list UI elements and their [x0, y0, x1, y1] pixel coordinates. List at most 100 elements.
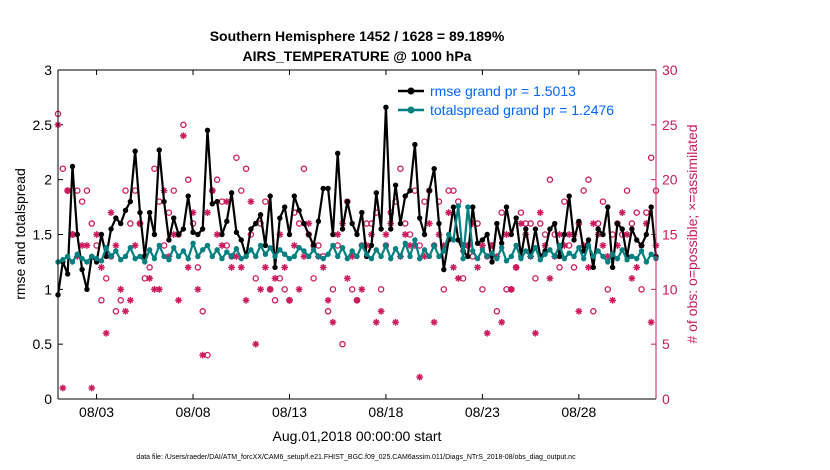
obs-assimilated-point	[430, 318, 438, 326]
rmse-point	[566, 193, 572, 199]
obs-possible-point	[281, 286, 288, 293]
obs-assimilated-stroke	[416, 374, 423, 380]
chart-title-line-2: AIRS_TEMPERATURE @ 1000 hPa	[243, 48, 472, 64]
totalspread-point	[142, 259, 148, 265]
totalspread-point	[301, 248, 307, 254]
totalspread-point	[619, 247, 625, 253]
obs-assimilated-point	[204, 209, 211, 216]
totalspread-point	[363, 251, 370, 257]
y-tick-label: 1	[44, 281, 52, 297]
totalspread-point	[648, 251, 654, 257]
obs-assimilated-stroke	[354, 297, 360, 304]
totalspread-point	[547, 247, 553, 253]
obs-possible-point	[252, 275, 259, 282]
rmse-point	[600, 231, 606, 238]
rmse-point	[571, 237, 577, 243]
obs-possible-point	[348, 286, 356, 293]
totalspread-point	[629, 253, 635, 260]
obs-assimilated-point	[194, 285, 202, 293]
totalspread-point	[445, 231, 452, 238]
rmse-point	[98, 231, 105, 238]
obs-assimilated-point	[599, 242, 607, 249]
obs-assimilated-stroke	[93, 231, 100, 238]
totalspread-point	[267, 244, 273, 251]
rmse-point	[180, 226, 187, 232]
obs-assimilated-stroke	[170, 231, 177, 238]
totalspread-point	[74, 251, 80, 257]
totalspread-point	[306, 253, 312, 260]
legend: rmse grand pr = 1.5013 totalspread grand…	[396, 80, 654, 122]
obs-assimilated-stroke	[358, 286, 365, 293]
y2-tick-label: 25	[662, 117, 678, 133]
obs-assimilated-point	[131, 242, 139, 249]
obs-assimilated-stroke	[122, 308, 129, 315]
obs-assimilated-stroke	[474, 264, 481, 271]
obs-assimilated-point	[633, 264, 641, 271]
obs-assimilated-stroke	[537, 209, 544, 216]
obs-possible-point	[233, 154, 240, 161]
totalspread-point	[561, 255, 568, 262]
rmse-point	[161, 198, 167, 205]
obs-assimilated-stroke	[98, 264, 105, 271]
obs-assimilated-stroke	[214, 231, 221, 238]
rmse-point	[605, 204, 611, 210]
totalspread-point	[527, 253, 534, 260]
obs-assimilated-point	[401, 231, 409, 238]
obs-assimilated-stroke	[575, 308, 582, 315]
obs-assimilated-stroke	[383, 231, 389, 238]
totalspread-point	[523, 248, 529, 254]
totalspread-point	[441, 248, 447, 254]
obs-possible-point	[170, 187, 177, 194]
obs-possible-point	[180, 121, 187, 129]
totalspread-point	[315, 253, 322, 260]
obs-assimilated-point	[474, 264, 481, 271]
totalspread-point	[474, 255, 481, 262]
rmse-point	[238, 237, 244, 243]
rmse-point	[383, 104, 389, 110]
obs-assimilated-point	[536, 209, 544, 216]
obs-assimilated-point	[179, 132, 187, 140]
obs-assimilated-stroke	[513, 264, 520, 271]
rmse-point	[634, 237, 640, 243]
obs-assimilated-stroke	[532, 330, 539, 337]
totalspread-point	[103, 244, 109, 251]
obs-assimilated-point	[512, 264, 520, 271]
obs-assimilated-point	[257, 285, 264, 293]
totalspread-point	[272, 253, 278, 260]
obs-assimilated-stroke	[445, 209, 452, 216]
totalspread-point	[412, 237, 418, 243]
obs-assimilated-stroke	[117, 286, 124, 293]
obs-assimilated-stroke	[633, 264, 640, 271]
rmse-point	[595, 226, 601, 232]
obs-assimilated-point	[146, 274, 154, 282]
rmse-point	[392, 182, 399, 188]
totalspread-point	[503, 258, 510, 264]
rmse-point	[431, 166, 437, 172]
obs-assimilated-stroke	[566, 231, 573, 238]
rmse-point	[402, 193, 408, 199]
obs-assimilated-stroke	[88, 385, 95, 391]
totalspread-point	[552, 253, 558, 260]
obs-assimilated-point	[290, 242, 298, 249]
obs-possible-point	[262, 198, 269, 205]
totalspread-point	[310, 247, 317, 253]
obs-assimilated-point	[647, 318, 655, 326]
totalspread-point	[281, 251, 288, 257]
rmse-point	[407, 187, 413, 194]
obs-possible-point	[83, 187, 91, 194]
x-tick-label: 08/08	[176, 404, 211, 420]
obs-assimilated-point	[498, 318, 506, 326]
obs-possible-point	[88, 220, 96, 227]
obs-possible-point	[556, 264, 563, 271]
rmse-point	[281, 204, 288, 210]
y2-tick-label: 0	[662, 391, 670, 407]
rmse-point	[306, 231, 312, 238]
totalspread-point	[566, 250, 572, 256]
rmse-point	[320, 185, 326, 192]
obs-possible-point	[450, 187, 457, 194]
obs-assimilated-stroke	[127, 297, 134, 304]
rmse-point	[64, 271, 71, 277]
totalspread-point	[532, 244, 539, 251]
rmse-point	[614, 220, 621, 227]
totalspread-point	[238, 255, 244, 262]
